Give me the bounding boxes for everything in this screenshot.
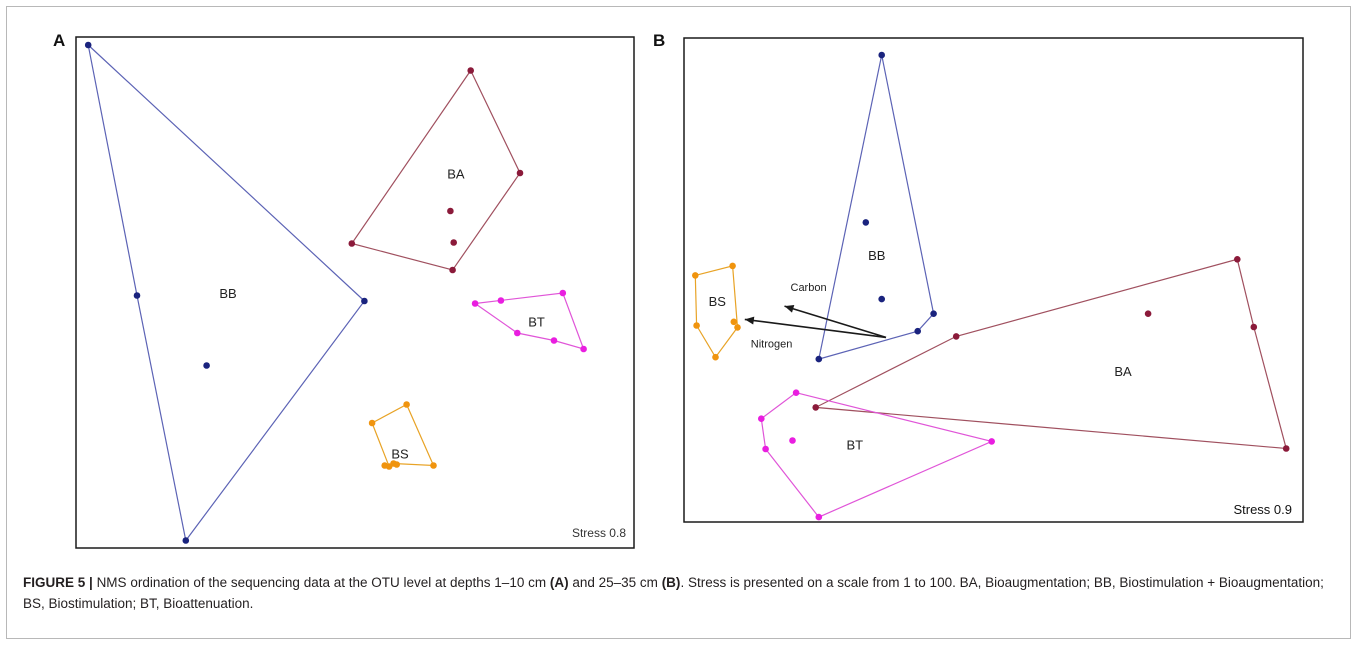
panel-a-bs-point [403, 401, 410, 408]
panel-a-ba-hull [350, 69, 521, 271]
panel-a-bt-point [580, 345, 587, 353]
panel-b-ba-hull [813, 258, 1288, 450]
caption-ref-b: (B) [661, 575, 681, 590]
panel-a-bs-point [430, 462, 437, 469]
panel-b-ba-point [952, 333, 960, 340]
panel-a-bs-point [393, 461, 401, 468]
panel-a-ba-point [467, 67, 475, 74]
panel-a-ba-point [348, 240, 356, 247]
panel-b-bt-point [988, 438, 995, 445]
panel-b-bs-point [729, 262, 736, 270]
panel-b-bt-point [792, 389, 800, 397]
panel-a-bb-point [361, 297, 368, 305]
panel-b-bb-point [914, 327, 921, 335]
panel-a-bb-point [203, 362, 210, 369]
panel-b-ba-point [1250, 323, 1258, 331]
panel-b-bt-hull [760, 392, 994, 518]
panel-b-ba-point [1234, 255, 1241, 263]
panel-a-bt-label: BT [528, 314, 545, 329]
caption-text-1: NMS ordination of the sequencing data at… [96, 575, 547, 590]
panel-b-vector-label-nitrogen: Nitrogen [751, 338, 793, 350]
panel-a-bt-point [514, 329, 521, 337]
panel-a-ba-point [449, 266, 456, 274]
panel-b-plot-area [683, 37, 1304, 523]
panel-b-bt-point [762, 445, 769, 453]
panel-b-bb-point [815, 355, 823, 363]
panel-b-ba-point [1282, 445, 1290, 452]
panel-a-plot-area [75, 36, 635, 549]
panel-b-bs-label: BS [709, 294, 727, 309]
panel-b-letter: B [653, 31, 665, 50]
panel-b-bb-point [862, 219, 870, 226]
panel-a: A Stress 0.8 BB BA BT BS [53, 31, 635, 549]
panel-b-bb-point [930, 310, 937, 318]
panel-a-bt-point [550, 337, 558, 344]
panel-a-ba-label: BA [447, 166, 465, 181]
figure-caption: FIGURE 5 | NMS ordination of the sequenc… [23, 572, 1333, 614]
panel-a-bt-point [559, 289, 567, 297]
panel-a-stress-label: Stress 0.8 [572, 526, 626, 540]
panel-b-ba-point [1144, 310, 1152, 318]
panel-b-bs-hull [694, 265, 739, 359]
panel-b-bs-point [712, 353, 719, 361]
panel-b-vector-nitrogen [744, 318, 887, 339]
panel-a-bb-point [84, 41, 92, 49]
panel-a-bt-hull [473, 292, 585, 350]
caption-figure-label: FIGURE 5 | [23, 575, 93, 590]
panel-b-bt-point [758, 415, 765, 423]
panel-b-vector-arrowhead [744, 316, 755, 325]
panel-a-bs-point [368, 419, 376, 427]
panel-a-bb-label: BB [219, 286, 236, 301]
panel-b-bb-label: BB [868, 248, 885, 263]
figure-frame [6, 6, 1351, 639]
panel-a-ba-point [516, 169, 524, 177]
panel-b-bs-point [734, 324, 741, 331]
panel-b-bt-point [815, 513, 823, 521]
panel-b-bt-point [789, 437, 796, 444]
panel-b-vector-label-carbon: Carbon [791, 282, 827, 294]
panel-b-bs-point [693, 322, 700, 329]
caption-ref-a: (A) [549, 575, 569, 590]
panel-b-bb-point [878, 295, 885, 303]
panel-b-vector-carbon [784, 305, 887, 339]
panel-b: B Stress 0.9 BB BA BT BS Carbon Nitrogen [653, 31, 1304, 523]
panel-b-vector-arrowhead [784, 305, 795, 313]
panel-b-ba-point [812, 404, 819, 411]
panel-b-bt-label: BT [846, 438, 863, 453]
panel-a-bs-label: BS [391, 446, 409, 461]
panel-a-ba-point [450, 239, 458, 246]
panel-a-bt-point [471, 300, 479, 307]
caption-text-2: and 25–35 cm [572, 575, 658, 590]
panel-a-bt-point [497, 297, 505, 304]
panel-a-letter: A [53, 31, 65, 50]
panel-b-ba-label: BA [1114, 364, 1132, 379]
panel-a-bb-point [133, 292, 141, 299]
panel-b-bs-point [692, 272, 699, 279]
panel-b-stress-label: Stress 0.9 [1233, 502, 1292, 517]
panel-a-bs-point [381, 462, 389, 469]
panel-b-bb-point [878, 51, 885, 59]
panel-b-bb-hull [818, 54, 935, 360]
panel-a-bs-hull [371, 403, 435, 468]
panel-a-ba-point [447, 207, 454, 215]
panel-b-bs-point [730, 318, 738, 326]
panel-a-bb-point [182, 537, 190, 544]
caption-text-3: . Stress is presented on a scale from 1 … [23, 575, 1324, 611]
